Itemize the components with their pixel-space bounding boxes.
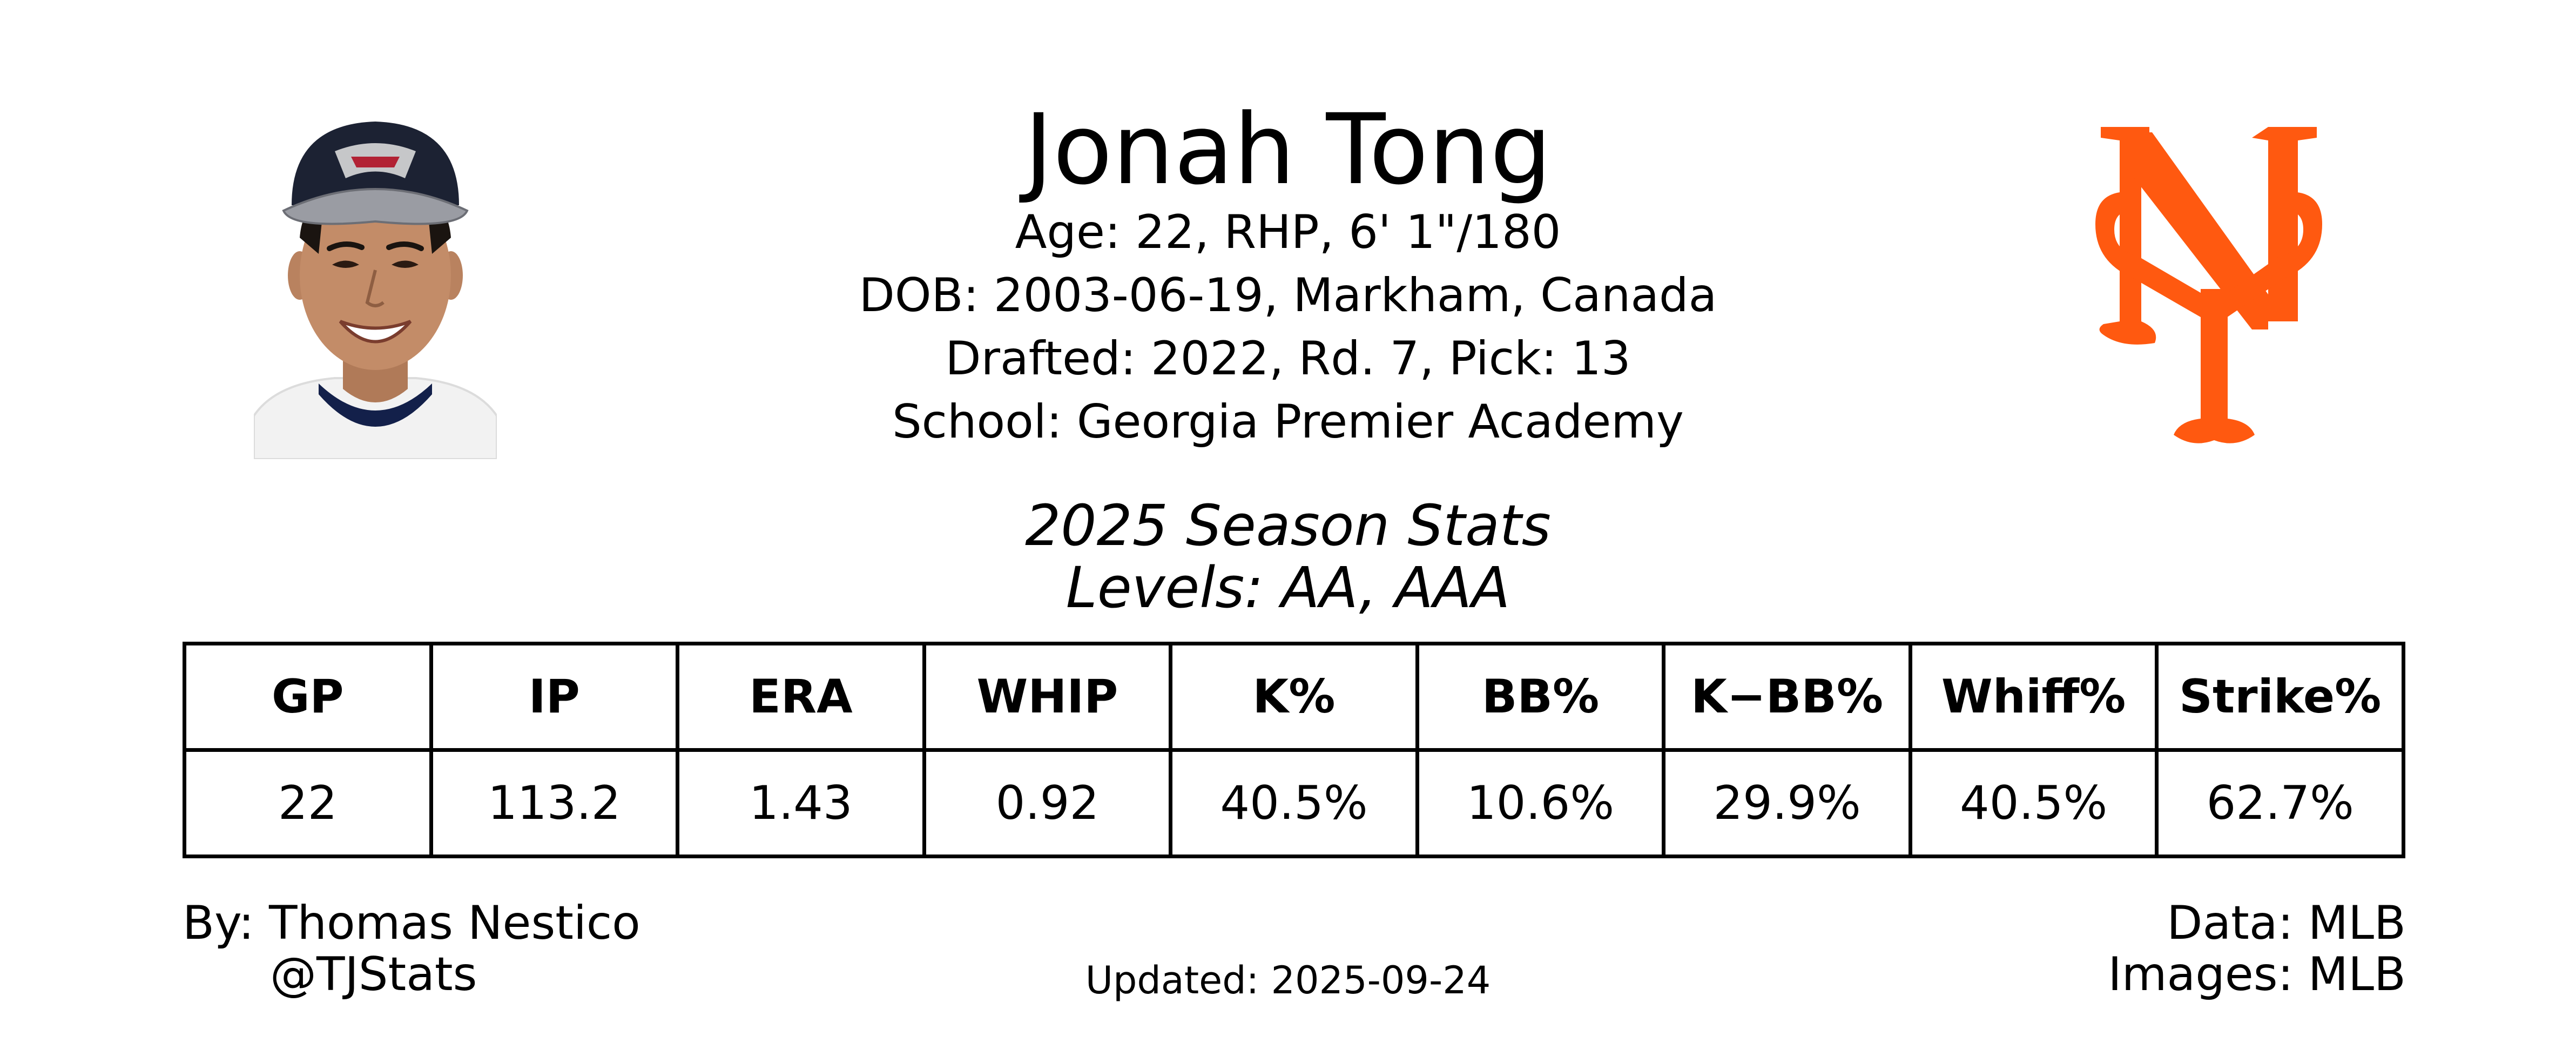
cell-whiff-pct: 40.5% [1908, 748, 2159, 858]
cell-era: 1.43 [676, 748, 926, 858]
updated-date: Updated: 2025-09-24 [1085, 958, 1491, 1003]
column-header-bb-pct: BB% [1415, 642, 1666, 752]
cell-bb-pct: 10.6% [1415, 748, 1666, 858]
player-headshot-image [253, 113, 498, 460]
author-credit: By: Thomas Nestico [183, 896, 640, 950]
column-header-whiff-pct: Whiff% [1908, 642, 2159, 752]
team-logo [2090, 116, 2328, 451]
player-drafted-line: Drafted: 2022, Rd. 7, Pick: 13 [945, 332, 1631, 386]
player-headshot-icon [253, 122, 498, 460]
season-levels: Levels: AA, AAA [1066, 555, 1510, 621]
player-dob-line: DOB: 2003-06-19, Markham, Canada [859, 268, 1717, 322]
data-source-credit: Data: MLB [2167, 896, 2406, 950]
column-header-ip: IP [429, 642, 680, 752]
mets-ny-logo-icon [2095, 127, 2322, 443]
cell-k-minus-bb-pct: 29.9% [1662, 748, 1912, 858]
column-header-k-minus-bb-pct: K−BB% [1662, 642, 1912, 752]
cell-strike-pct: 62.7% [2155, 748, 2405, 858]
player-school-line: School: Georgia Premier Academy [892, 395, 1684, 449]
author-handle: @TJStats [270, 947, 477, 1001]
images-source-credit: Images: MLB [2108, 947, 2406, 1001]
table-header-row: GP IP ERA WHIP K% BB% K−BB% Whiff% Strik… [183, 642, 2405, 752]
column-header-gp: GP [183, 642, 433, 752]
cell-k-pct: 40.5% [1169, 748, 1419, 858]
column-header-strike-pct: Strike% [2155, 642, 2405, 752]
cell-gp: 22 [183, 748, 433, 858]
season-stats-table: GP IP ERA WHIP K% BB% K−BB% Whiff% Strik… [183, 642, 2405, 858]
cell-whip: 0.92 [922, 748, 1173, 858]
column-header-k-pct: K% [1169, 642, 1419, 752]
season-stats-title: 2025 Season Stats [1025, 493, 1551, 559]
table-row: 22 113.2 1.43 0.92 40.5% 10.6% 29.9% 40.… [183, 748, 2405, 858]
player-age-line: Age: 22, RHP, 6' 1"/180 [1015, 205, 1561, 259]
player-name: Jonah Tong [1024, 93, 1552, 206]
column-header-era: ERA [676, 642, 926, 752]
cell-ip: 113.2 [429, 748, 680, 858]
column-header-whip: WHIP [922, 642, 1173, 752]
